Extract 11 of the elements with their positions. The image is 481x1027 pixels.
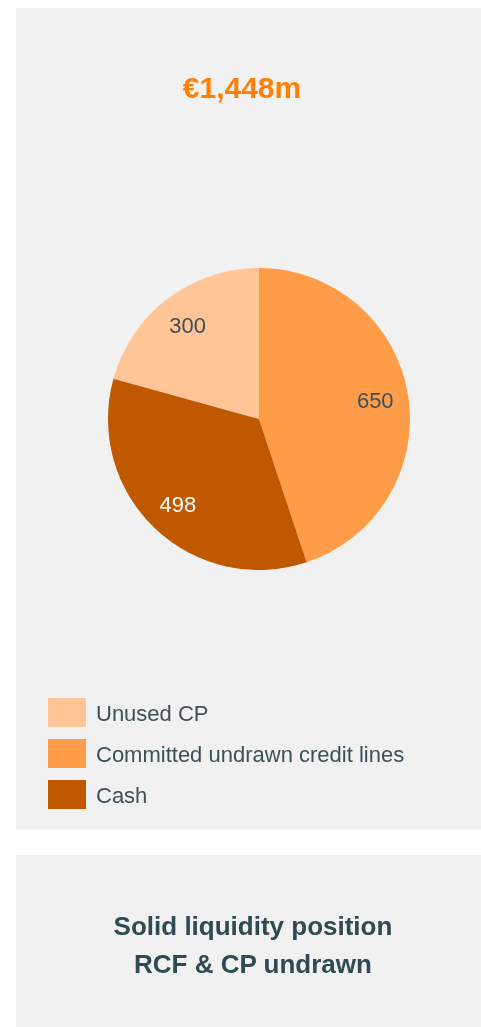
- data-label: 300: [169, 313, 206, 338]
- data-label: 650: [356, 387, 394, 413]
- pie-slice: [108, 378, 307, 570]
- data-label: 498: [159, 492, 197, 518]
- legend-label: Cash: [96, 782, 148, 808]
- pie-slice: [113, 268, 259, 419]
- legend-label: Committed undrawn credit lines: [96, 741, 405, 767]
- legend-label: Unused CP: [96, 700, 209, 726]
- pie-slice: [259, 268, 410, 563]
- text: Solid liquidity position RCF & CP undrawn: [113, 911, 393, 979]
- chart-title: €1,448m: [182, 71, 302, 104]
